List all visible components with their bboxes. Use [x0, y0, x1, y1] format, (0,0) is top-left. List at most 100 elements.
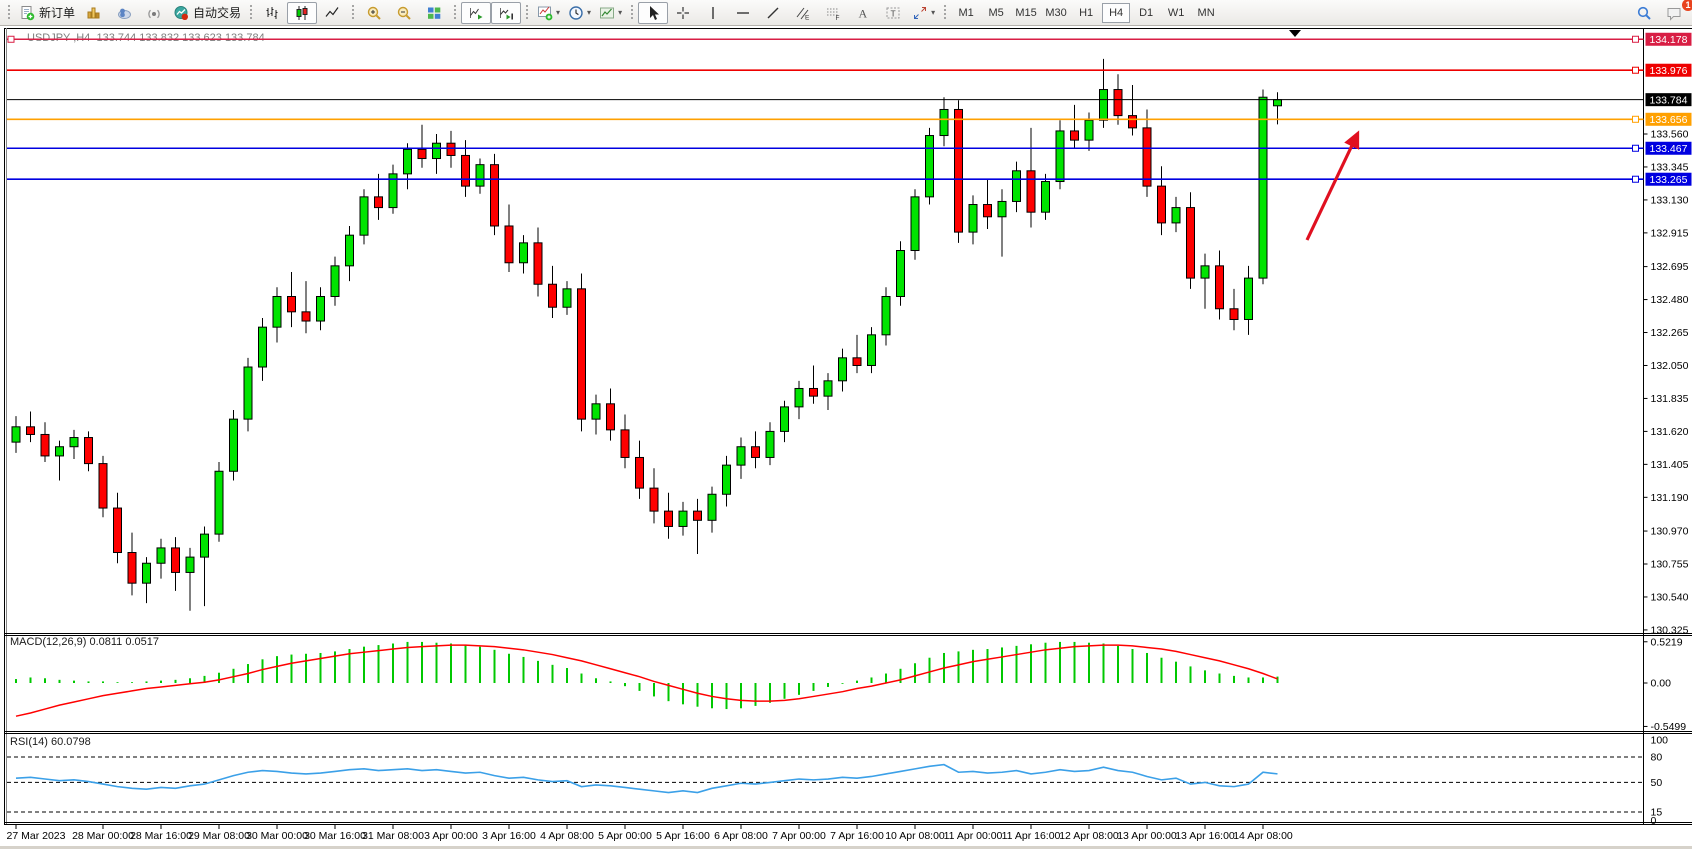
- candle-body: [548, 283, 557, 308]
- candle-body: [809, 387, 818, 397]
- hline-anchor[interactable]: [1632, 144, 1639, 152]
- hline-anchor[interactable]: [1632, 66, 1639, 74]
- vertical-line-button[interactable]: [698, 2, 728, 24]
- candlestick-chart-button[interactable]: [287, 1, 318, 24]
- indicators-button[interactable]: ▾: [533, 2, 564, 24]
- candle-body: [1142, 127, 1152, 187]
- candle-body: [258, 326, 267, 368]
- text-button[interactable]: A: [848, 2, 878, 24]
- new-order-button[interactable]: 新订单: [15, 2, 79, 24]
- timeframe-h4[interactable]: H4: [1102, 2, 1131, 23]
- chart-area[interactable]: 133.560 133.345 133.130 132.915 132.695 132.4…: [0, 26, 1692, 849]
- rsi-indicator-label: RSI(14) 60.0798: [10, 736, 91, 748]
- fibonacci-icon: F: [825, 5, 841, 21]
- candle-body: [26, 426, 35, 435]
- timeframe-m5[interactable]: M5: [988, 6, 1004, 19]
- timeframe-d1[interactable]: D1: [1139, 6, 1154, 19]
- timeframe-m1[interactable]: M1: [958, 6, 974, 19]
- candle-body: [635, 456, 644, 489]
- candle-body: [84, 437, 93, 465]
- timeframe-w1[interactable]: W1: [1167, 6, 1185, 19]
- chart-window: USDJPY ,H4 133.744 133.832 133.623 133.7…: [0, 26, 1692, 849]
- price-tag-label: 133.656: [1650, 114, 1688, 126]
- timeframe-m30[interactable]: M30: [1045, 6, 1067, 19]
- cursor-button[interactable]: [638, 1, 669, 24]
- candle-body: [98, 463, 108, 509]
- price-axis-tick-label: 133.560: [1651, 129, 1689, 141]
- hline-anchor[interactable]: [1632, 115, 1639, 123]
- zoom-in-button[interactable]: [359, 2, 389, 24]
- candle-body: [69, 437, 79, 448]
- timeframe-m15[interactable]: M15: [1015, 6, 1037, 19]
- profiles-button[interactable]: [79, 2, 109, 24]
- hline-anchor[interactable]: [1632, 175, 1639, 183]
- auto-scroll-button[interactable]: [461, 1, 492, 24]
- auto-scroll-icon: [468, 5, 484, 21]
- candle-body: [55, 446, 64, 457]
- trendline-button[interactable]: [758, 2, 788, 24]
- arrows-button[interactable]: ▾: [908, 2, 939, 24]
- line-chart-button[interactable]: [317, 2, 347, 24]
- tile-windows-button[interactable]: [419, 2, 449, 24]
- price-tag: [1645, 112, 1692, 126]
- candle-body: [678, 510, 688, 527]
- candle-body: [736, 446, 746, 466]
- virtual-hosting-button[interactable]: [109, 2, 139, 24]
- templates-button[interactable]: ▾: [595, 2, 626, 24]
- fibonacci-button[interactable]: F: [818, 2, 848, 24]
- hline-anchor[interactable]: [7, 35, 15, 43]
- indicators-icon: [537, 5, 553, 21]
- arrow-annotation[interactable]: [1305, 130, 1360, 241]
- candle-body: [519, 242, 528, 264]
- candle-body: [272, 295, 282, 328]
- bar-chart-button[interactable]: [257, 2, 287, 24]
- candle-body: [475, 164, 485, 187]
- time-axis-label: 7 Apr 00:00: [772, 830, 826, 842]
- chart-shift-marker[interactable]: [1289, 30, 1301, 37]
- notifications-button[interactable]: 1: [1659, 0, 1692, 24]
- text-label-button[interactable]: T: [878, 2, 908, 24]
- periods-button[interactable]: ▾: [564, 2, 595, 24]
- timeframe-h1[interactable]: H1: [1079, 6, 1094, 19]
- time-axis-label: 29 Mar 08:00: [188, 830, 250, 842]
- bar-chart-icon: [264, 5, 280, 21]
- macd-axis-label: -0.5499: [1651, 721, 1687, 733]
- horizontal-line-button[interactable]: [728, 2, 758, 24]
- toolbar-grip: [7, 4, 11, 21]
- price-axis-tick-label: 132.695: [1651, 261, 1689, 273]
- autotrading-icon: [173, 5, 189, 21]
- vertical-line-icon: [705, 5, 721, 21]
- zoom-out-button[interactable]: [389, 2, 419, 24]
- candle-body: [359, 196, 369, 236]
- price-tag: [1645, 141, 1692, 155]
- autotrading-button[interactable]: 自动交易: [169, 2, 245, 24]
- candle-body: [707, 493, 717, 521]
- price-axis-tick-label: 131.835: [1651, 393, 1689, 405]
- text-icon: A: [855, 5, 871, 21]
- signals-button[interactable]: [139, 2, 169, 24]
- timeframe-mn[interactable]: MN: [1197, 6, 1215, 19]
- search-button[interactable]: [1629, 2, 1659, 24]
- candle-body: [345, 234, 354, 267]
- line-chart-icon: [324, 5, 340, 21]
- time-axis-label: 13 Apr 00:00: [1117, 830, 1177, 842]
- macd-axis-label: 0.5219: [1651, 636, 1683, 648]
- candle-body: [40, 433, 50, 457]
- chart-shift-button[interactable]: [491, 1, 522, 24]
- candle-body: [838, 357, 847, 382]
- hline-anchor[interactable]: [1632, 35, 1639, 43]
- candle-body: [1186, 207, 1195, 279]
- new-order-label: 新订单: [39, 6, 76, 20]
- candle-body: [606, 403, 615, 431]
- rsi-axis-label: 15: [1651, 807, 1663, 819]
- candle-body: [751, 446, 760, 458]
- time-axis-label: 14 Apr 08:00: [1233, 830, 1293, 842]
- price-axis-tick-label: 131.190: [1651, 492, 1689, 504]
- rsi-axis-label: 0: [1651, 815, 1657, 827]
- price-axis-tick-label: 133.345: [1651, 161, 1689, 173]
- equidistant-channel-button[interactable]: E: [788, 2, 818, 24]
- candle-body: [142, 562, 151, 584]
- svg-text:A: A: [859, 6, 868, 20]
- toolbar-grip: [630, 4, 635, 21]
- crosshair-button[interactable]: [668, 2, 698, 24]
